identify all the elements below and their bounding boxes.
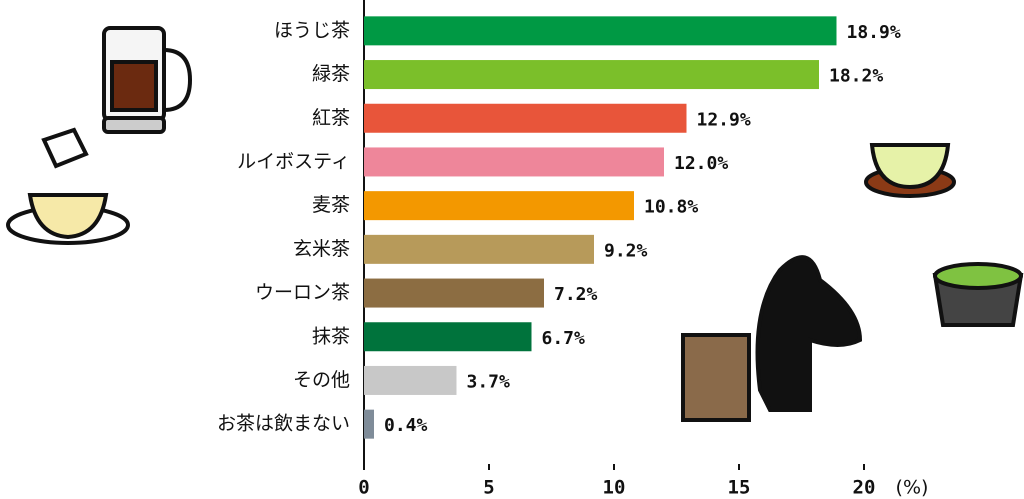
category-label: 緑茶 (312, 63, 350, 85)
bar (364, 409, 374, 439)
value-label: 10.8% (644, 197, 698, 218)
bar (364, 278, 544, 308)
category-label: その他 (293, 369, 350, 391)
x-tick-label: 0 (358, 477, 369, 499)
bar (364, 147, 664, 177)
category-label: ほうじ茶 (274, 19, 350, 41)
x-tick-label: 10 (603, 477, 626, 499)
category-label: 麦茶 (312, 194, 350, 216)
category-label: お茶は飲まない (217, 413, 350, 435)
value-label: 3.7% (467, 371, 511, 392)
bar (364, 234, 594, 264)
x-tick-label: 20 (853, 477, 876, 499)
illustrations (6, 26, 1024, 422)
value-label: 18.2% (829, 66, 883, 87)
bar (364, 60, 819, 90)
x-axis-label: (%) (896, 477, 929, 499)
value-label: 0.4% (384, 415, 428, 436)
value-label: 12.9% (697, 109, 751, 130)
x-tick-label: 5 (483, 477, 494, 499)
bar (364, 191, 634, 221)
value-label: 7.2% (554, 284, 598, 305)
bar (364, 16, 837, 46)
bar (364, 322, 532, 352)
value-label: 6.7% (542, 328, 586, 349)
bar (364, 103, 687, 133)
category-label: 抹茶 (312, 325, 350, 347)
bar (364, 365, 457, 395)
value-label: 9.2% (604, 240, 648, 261)
value-label: 18.9% (847, 22, 901, 43)
category-label: 玄米茶 (293, 238, 350, 260)
category-label: 紅茶 (312, 107, 350, 129)
category-label: ルイボスティ (237, 150, 350, 172)
x-tick-label: 15 (728, 477, 751, 499)
value-label: 12.0% (674, 153, 728, 174)
category-label: ウーロン茶 (255, 282, 350, 304)
